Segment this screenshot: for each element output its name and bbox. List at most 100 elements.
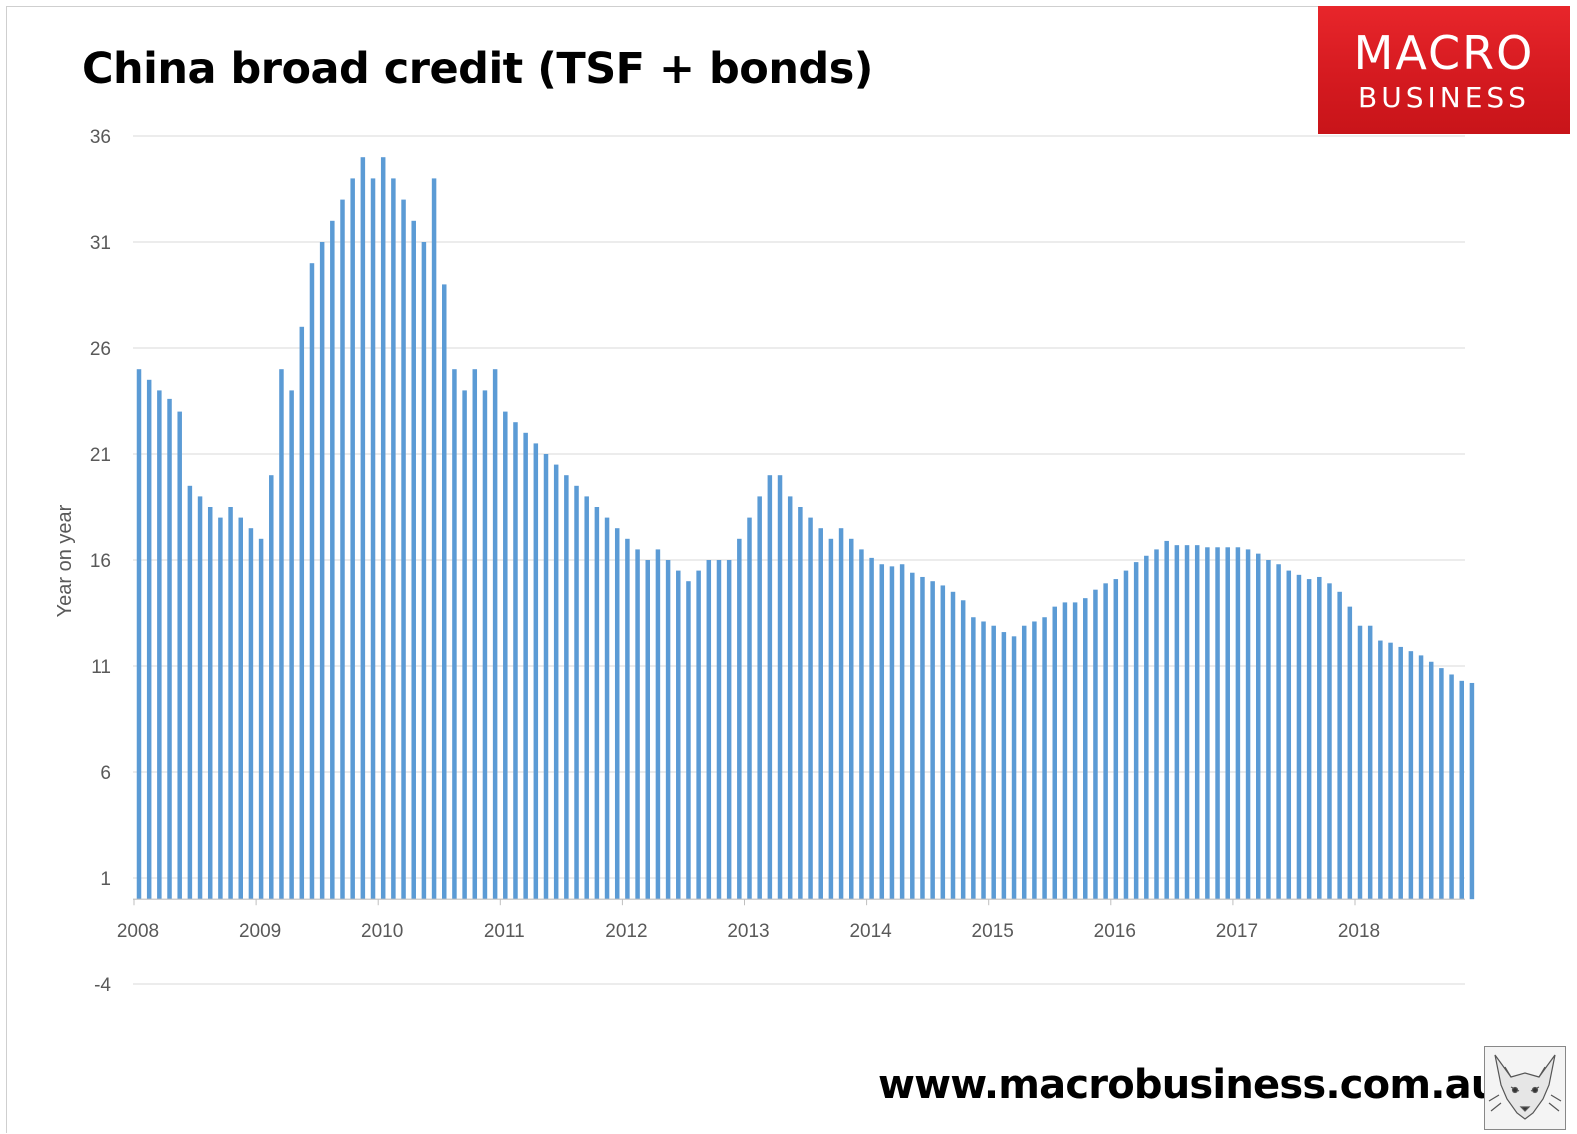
bar <box>991 625 996 900</box>
y-tick-label: 1 <box>100 869 111 890</box>
bar <box>950 591 956 900</box>
x-tick-label: 2012 <box>605 921 647 942</box>
bar <box>1052 606 1057 900</box>
bar <box>838 528 844 900</box>
bar <box>228 507 233 900</box>
bar <box>1184 545 1190 900</box>
bar <box>309 263 315 900</box>
x-tick-label: 2016 <box>1094 921 1136 942</box>
bar <box>960 600 966 900</box>
bar <box>360 157 366 900</box>
bar <box>1378 640 1383 900</box>
bar <box>1113 579 1119 900</box>
bar <box>594 507 600 900</box>
bar <box>340 199 345 900</box>
bar <box>1296 574 1302 900</box>
bar <box>971 617 976 900</box>
bar <box>279 369 284 900</box>
bar <box>452 369 457 900</box>
bar <box>1388 642 1393 900</box>
bar <box>299 326 305 900</box>
bar <box>177 411 182 900</box>
bar <box>899 564 905 900</box>
bar <box>1337 591 1342 900</box>
bar <box>503 411 508 900</box>
x-tick-label: 2015 <box>972 921 1014 942</box>
bar <box>706 560 712 900</box>
bar <box>157 390 162 900</box>
x-tick-label: 2008 <box>117 921 159 942</box>
gridlines <box>133 135 1465 985</box>
bar <box>1215 547 1220 900</box>
bar <box>492 369 498 900</box>
bar <box>380 157 386 900</box>
macro-business-logo: MACRO BUSINESS <box>1318 6 1570 134</box>
bar <box>289 390 294 900</box>
bar <box>686 581 691 900</box>
bar <box>462 390 467 900</box>
bar <box>737 538 742 900</box>
bar <box>330 220 335 900</box>
bar <box>889 566 895 900</box>
bar <box>269 475 274 900</box>
bar <box>645 560 650 900</box>
bar <box>747 517 752 900</box>
bar <box>472 369 478 900</box>
bar <box>808 517 813 900</box>
bar <box>391 178 396 900</box>
x-tick-label: 2014 <box>849 921 892 942</box>
y-tick-label: 11 <box>91 657 111 678</box>
bar <box>767 475 773 900</box>
bar <box>1408 651 1414 900</box>
bar <box>553 464 559 900</box>
bar <box>1154 549 1159 900</box>
y-tick-label: 21 <box>90 445 111 466</box>
bar <box>696 570 701 900</box>
bar <box>787 496 793 900</box>
bar <box>1144 555 1149 900</box>
bar <box>1306 579 1312 900</box>
y-tick-label: -4 <box>94 975 111 996</box>
x-tick-label: 2009 <box>239 921 281 942</box>
bar <box>777 475 783 900</box>
bar-series <box>136 157 1475 900</box>
bar <box>146 379 152 900</box>
bar <box>859 549 864 900</box>
bar <box>1449 674 1454 900</box>
chart-frame <box>6 6 1568 1133</box>
bar <box>533 443 539 900</box>
bar <box>1032 621 1037 900</box>
bar <box>1174 545 1180 900</box>
bar <box>574 485 579 900</box>
x-tick-label: 2018 <box>1338 921 1380 942</box>
bar <box>940 585 946 900</box>
bar <box>238 517 243 900</box>
x-tick-label: 2017 <box>1216 921 1258 942</box>
bar <box>1418 655 1424 900</box>
bar <box>818 528 823 900</box>
x-tick-label: 2010 <box>361 921 403 942</box>
bar <box>614 528 620 900</box>
bar <box>543 454 549 900</box>
bar <box>1205 547 1210 900</box>
bar <box>411 220 416 900</box>
bar <box>635 549 640 900</box>
bar <box>167 398 172 900</box>
bar <box>757 496 762 900</box>
bar <box>879 564 885 900</box>
bar <box>1042 617 1047 900</box>
bar <box>1072 602 1078 900</box>
bar <box>849 538 854 900</box>
logo-line-business: BUSINESS <box>1358 81 1530 114</box>
bar <box>350 178 355 900</box>
bar <box>1428 661 1434 900</box>
bar <box>136 369 142 900</box>
bar <box>716 560 722 900</box>
bar <box>207 507 213 900</box>
bar <box>584 496 589 900</box>
bar <box>1194 545 1200 900</box>
bar <box>726 560 732 900</box>
bar <box>1103 583 1108 900</box>
bar <box>1062 602 1068 900</box>
